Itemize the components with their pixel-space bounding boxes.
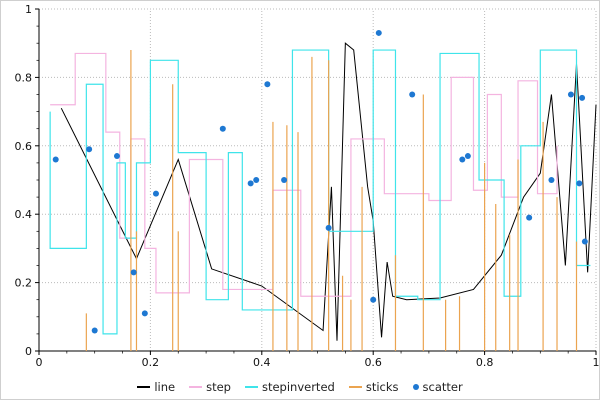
svg-text:0.2: 0.2 [142,356,160,369]
legend-label-sticks: sticks [365,380,399,394]
stepinverted-swatch [244,386,258,388]
legend-item-stepinverted: stepinverted [244,380,335,394]
series-stepinverted [49,49,591,335]
series-scatter [52,29,588,334]
chart-canvas: 0 0.2 0.4 0.6 0.8 1 0 0.2 0.4 0.6 0.8 1 [15,3,600,369]
legend-item-scatter: scatter [412,380,463,394]
line-swatch [137,386,151,388]
gridlines [39,8,597,351]
series-line [60,42,597,341]
svg-text:0.2: 0.2 [15,277,33,290]
svg-text:0: 0 [36,356,43,369]
sticks-swatch [348,386,362,388]
svg-text:0.8: 0.8 [476,356,494,369]
svg-text:0.6: 0.6 [364,356,382,369]
legend-label-stepinverted: stepinverted [261,380,335,394]
svg-text:0.6: 0.6 [15,140,33,153]
legend-item-step: step [189,380,231,394]
svg-text:1: 1 [25,3,32,16]
series-step [50,52,558,297]
svg-text:0.8: 0.8 [15,71,33,84]
svg-text:0.4: 0.4 [253,356,271,369]
legend-label-scatter: scatter [422,380,463,394]
legend-item-sticks: sticks [348,380,399,394]
svg-text:1: 1 [593,356,600,369]
legend-label-line: line [154,380,176,394]
series-sticks [85,50,578,351]
legend-label-step: step [206,380,231,394]
scatter-swatch [412,384,419,390]
svg-text:0: 0 [25,345,32,358]
chart-legend: line step stepinverted sticks scatter [1,380,599,394]
axes: 0 0.2 0.4 0.6 0.8 1 0 0.2 0.4 0.6 0.8 1 [15,3,600,369]
step-swatch [189,386,203,388]
legend-item-line: line [137,380,175,394]
svg-text:0.4: 0.4 [15,208,33,221]
